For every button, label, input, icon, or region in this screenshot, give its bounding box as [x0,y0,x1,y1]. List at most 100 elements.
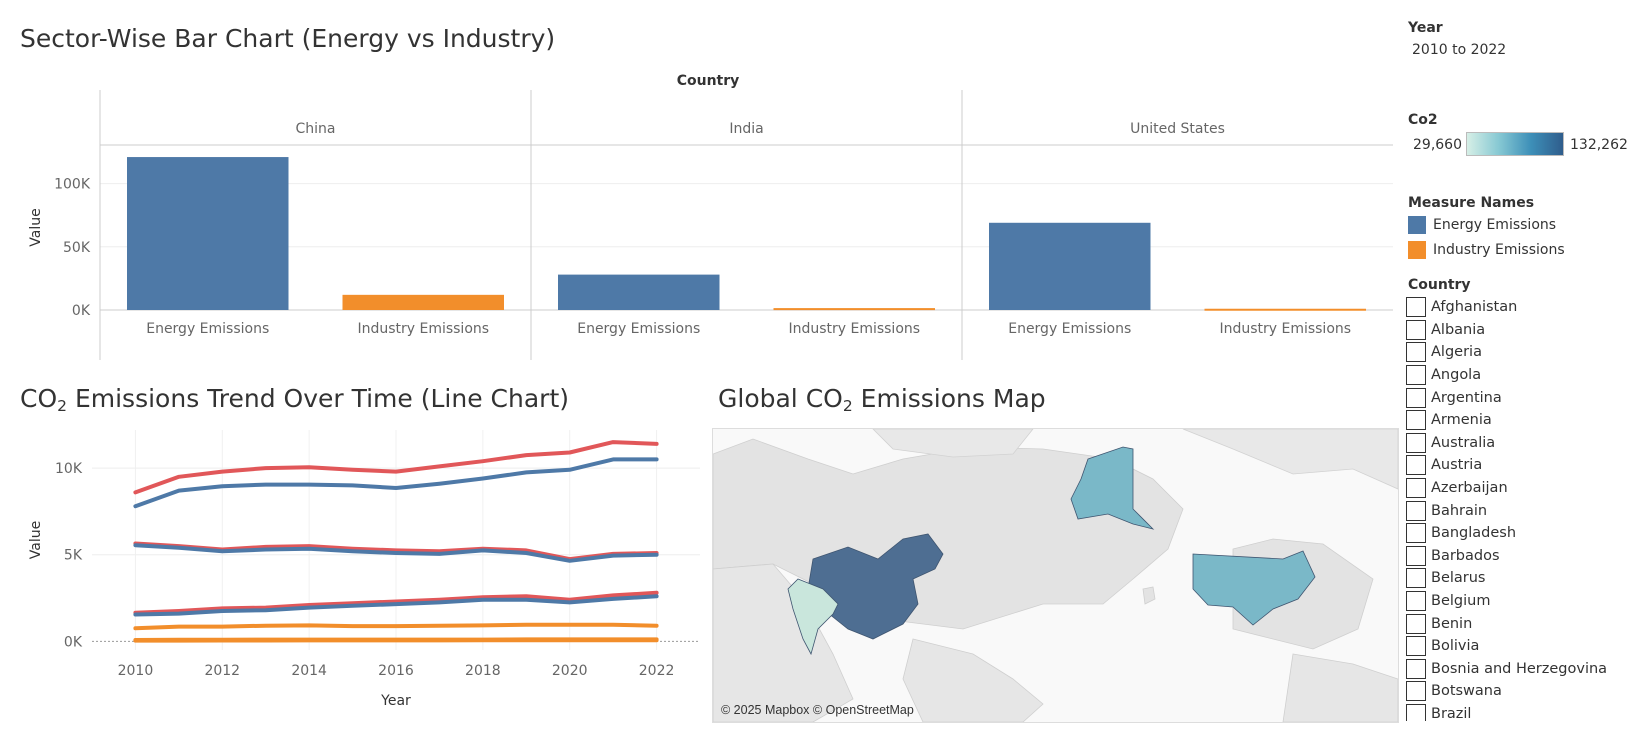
country-checkbox[interactable] [1406,365,1426,386]
legend-text-industry: Industry Emissions [1433,242,1565,258]
legend-item-energy[interactable]: Energy Emissions [1408,216,1556,234]
legend-swatch-industry [1408,241,1426,259]
country-option-barbados[interactable]: Barbados [1406,545,1640,568]
bar-x-tick-label: Energy Emissions [1008,321,1131,337]
country-filter-label: Country [1408,277,1471,293]
country-option-label: Armenia [1431,412,1492,429]
country-option-botswana[interactable]: Botswana [1406,680,1640,703]
co2-legend-max: 132,262 [1570,137,1628,153]
country-option-albania[interactable]: Albania [1406,319,1640,342]
legend-text-energy: Energy Emissions [1433,217,1557,233]
country-checkbox[interactable] [1406,342,1426,363]
year-filter-value[interactable]: 2010 to 2022 [1412,42,1507,58]
country-option-label: Australia [1431,434,1496,451]
country-checkbox[interactable] [1406,478,1426,499]
country-checkbox[interactable] [1406,613,1426,634]
country-option-label: Azerbaijan [1431,480,1508,497]
country-checkbox[interactable] [1406,568,1426,589]
bar-x-tick-label: Industry Emissions [788,321,920,337]
country-checkbox[interactable] [1406,545,1426,566]
country-option-bahrain[interactable]: Bahrain [1406,499,1640,522]
legend-item-industry[interactable]: Industry Emissions [1408,241,1565,259]
country-checkbox[interactable] [1406,297,1426,318]
bar-y-tick-label: 50K [63,240,91,256]
country-checkbox[interactable] [1406,636,1426,657]
co2-map[interactable]: © 2025 Mapbox © OpenStreetMap [712,428,1399,723]
map-country-india[interactable] [787,578,839,656]
map-country-united-states[interactable] [1192,550,1316,626]
country-checkbox[interactable] [1406,703,1426,721]
bar-india-energy-emissions [558,274,720,310]
legend-swatch-energy [1408,216,1426,234]
country-option-argentina[interactable]: Argentina [1406,386,1640,409]
line-y-tick-label: 0K [64,634,83,650]
line-x-tick-label: 2014 [291,663,327,679]
country-option-angola[interactable]: Angola [1406,364,1640,387]
country-option-label: Belarus [1431,570,1486,587]
country-option-austria[interactable]: Austria [1406,454,1640,477]
country-option-bosnia-and-herzegovina[interactable]: Bosnia and Herzegovina [1406,658,1640,681]
country-checkbox[interactable] [1406,500,1426,521]
bar-china-industry-emissions [342,294,504,310]
country-option-australia[interactable]: Australia [1406,432,1640,455]
country-option-bangladesh[interactable]: Bangladesh [1406,522,1640,545]
country-checkbox[interactable] [1406,432,1426,453]
line-series-3 [133,543,659,563]
country-option-brazil[interactable]: Brazil [1406,703,1640,721]
facet-header: Country [676,73,740,89]
country-option-label: Barbados [1431,547,1500,564]
line-x-tick-label: 2010 [118,663,154,679]
map-attribution[interactable]: © 2025 Mapbox © OpenStreetMap [721,703,914,717]
bar-x-tick-label: Energy Emissions [146,321,269,337]
line-chart-title: CO2 Emissions Trend Over Time (Line Char… [20,384,569,415]
country-option-armenia[interactable]: Armenia [1406,409,1640,432]
co2-color-ramp [1466,132,1564,156]
country-option-label: Bolivia [1431,638,1480,655]
country-checkbox[interactable] [1406,455,1426,476]
line-series-4 [133,590,659,615]
country-checkbox[interactable] [1406,319,1426,340]
country-option-label: Argentina [1431,389,1502,406]
country-filter-list[interactable]: Afghanistan Albania Algeria Angola Argentina… [1406,296,1640,721]
line-y-tick-label: 10K [55,461,83,477]
country-option-belgium[interactable]: Belgium [1406,590,1640,613]
bar-y-axis-label: Value [28,208,44,246]
country-option-bolivia[interactable]: Bolivia [1406,635,1640,658]
country-option-afghanistan[interactable]: Afghanistan [1406,296,1640,319]
country-option-label: Bosnia and Herzegovina [1431,660,1608,677]
country-option-algeria[interactable]: Algeria [1406,341,1640,364]
country-checkbox[interactable] [1406,410,1426,431]
line-x-axis-label: Year [380,693,411,709]
country-option-label: Benin [1431,615,1473,632]
line-y-axis-label: Value [28,521,44,559]
bar-china-energy-emissions [127,157,289,310]
facet-label-united-states: United States [1130,121,1225,137]
line-x-tick-label: 2016 [378,663,414,679]
bar-chart-title: Sector-Wise Bar Chart (Energy vs Industr… [20,24,556,53]
country-option-belarus[interactable]: Belarus [1406,567,1640,590]
country-checkbox[interactable] [1406,681,1426,702]
country-option-label: Algeria [1431,344,1482,361]
country-checkbox[interactable] [1406,591,1426,612]
map-country-alaska[interactable] [1070,446,1155,530]
bar-united-states-energy-emissions [989,222,1151,310]
line-chart: 2010 2012 2014 2016 2018 2020 2022 0K 5K 10K Year V… [28,430,700,709]
bar-x-tick-label: Energy Emissions [577,321,700,337]
line-x-tick-label: 2012 [204,663,240,679]
facet-label-india: India [729,121,763,137]
line-series-1 [133,457,659,509]
country-option-benin[interactable]: Benin [1406,612,1640,635]
bar-chart: 0K 50K 100K Value China Energy Emissions Indus… [28,90,1393,360]
bar-y-tick-label: 0K [72,303,91,319]
country-option-azerbaijan[interactable]: Azerbaijan [1406,477,1640,500]
country-checkbox[interactable] [1406,658,1426,679]
line-series-0 [133,440,659,495]
country-option-label: Afghanistan [1431,299,1518,316]
bar-x-tick-label: Industry Emissions [357,321,489,337]
facet-label-china: China [296,121,336,137]
country-option-label: Belgium [1431,593,1491,610]
map-canvas [713,429,1398,722]
country-checkbox[interactable] [1406,523,1426,544]
country-option-label: Austria [1431,457,1483,474]
country-checkbox[interactable] [1406,387,1426,408]
